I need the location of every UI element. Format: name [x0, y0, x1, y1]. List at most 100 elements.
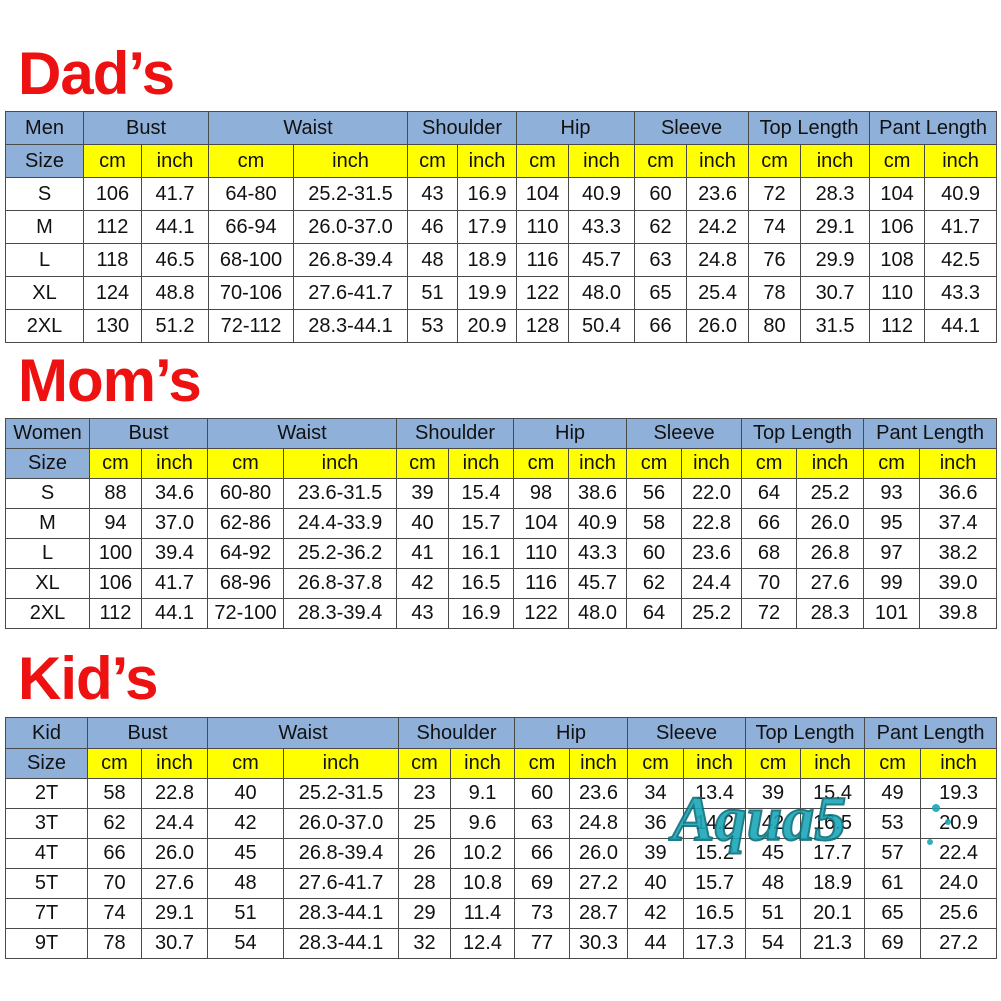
measurement-cell: 49: [864, 778, 922, 809]
measurement-cell: 24.8: [569, 808, 629, 839]
column-group-header: Waist: [206, 717, 400, 749]
measurement-cell: 101: [863, 598, 921, 629]
measurement-cell: 27.6-41.7: [282, 868, 400, 899]
measurement-cell: 116: [516, 243, 570, 277]
measurement-cell: 22.4: [920, 838, 998, 869]
measurement-cell: 118: [83, 243, 142, 277]
measurement-cell: 25.2-36.2: [282, 538, 398, 569]
measurement-cell: 37.0: [141, 508, 208, 539]
measurement-cell: 70-106: [208, 276, 294, 310]
dads-size-table: Men Bust Waist Shoulder Hip Sleeve Top Length P…: [5, 111, 998, 343]
unit-row: Size cm inch cm inch cm inch cm inch cm inch cm inch…: [5, 748, 998, 779]
measurement-cell: 42: [627, 898, 685, 929]
measurement-cell: 23: [398, 778, 452, 809]
measurement-cell: 65: [634, 276, 688, 310]
measurement-cell: 94: [89, 508, 142, 539]
unit-header-cm: cm: [398, 748, 452, 779]
table-row: 2T 58 22.8 40 25.2-31.5 23 9.1 60 23.6 34 13.4 39 15…: [5, 778, 998, 809]
measurement-cell: 97: [863, 538, 921, 569]
unit-header-cm: cm: [207, 448, 284, 479]
measurement-cell: 40.9: [924, 177, 998, 211]
measurement-cell: 64: [626, 598, 683, 629]
measurement-cell: 39.4: [141, 538, 208, 569]
unit-header-cm: cm: [516, 144, 570, 178]
column-group-header: Sleeve: [626, 418, 743, 449]
measurement-cell: 72: [741, 598, 798, 629]
measurement-cell: 28.3-39.4: [282, 598, 398, 629]
unit-header-cm: cm: [514, 748, 571, 779]
measurement-cell: 40: [207, 778, 284, 809]
size-label-top: Kid: [5, 717, 88, 749]
measurement-cell: 66: [741, 508, 798, 539]
unit-header-cm: cm: [513, 448, 570, 479]
measurement-cell: 25.2: [681, 598, 743, 629]
header-row: Kid Bust Waist Shoulder Hip Sleeve Top Length P…: [5, 717, 998, 749]
measurement-cell: 26.0: [141, 838, 208, 869]
measurement-cell: 43: [407, 177, 459, 211]
measurement-cell: 62: [87, 808, 142, 839]
measurement-cell: 15.7: [448, 508, 515, 539]
measurement-cell: 62: [634, 210, 688, 244]
measurement-cell: 68-96: [207, 568, 284, 599]
column-group-header: Sleeve: [627, 717, 747, 749]
measurement-cell: 15.4: [800, 778, 866, 809]
measurement-cell: 70: [87, 868, 142, 899]
column-group-header: Pant Length: [864, 717, 998, 749]
table-row: M 94 37.0 62-86 24.4-33.9 40 15.7 104 40.9 58 22.8…: [5, 508, 998, 539]
column-group-header: Sleeve: [634, 111, 750, 145]
measurement-cell: 29.9: [800, 243, 871, 277]
measurement-cell: 106: [89, 568, 142, 599]
measurement-cell: 31.5: [800, 309, 871, 343]
size-cell: XL: [5, 276, 84, 310]
measurement-cell: 32: [398, 928, 452, 959]
measurement-cell: 76: [748, 243, 802, 277]
table-row: 2XL 112 44.1 72-100 28.3-39.4 43 16.9 122 48.0 64…: [5, 598, 998, 629]
column-group-header: Bust: [83, 111, 209, 145]
measurement-cell: 16.5: [448, 568, 515, 599]
measurement-cell: 56: [626, 478, 683, 509]
unit-header-inch: inch: [683, 748, 747, 779]
measurement-cell: 16.9: [457, 177, 518, 211]
measurement-cell: 61: [864, 868, 922, 899]
measurement-cell: 93: [863, 478, 921, 509]
unit-header-cm: cm: [863, 448, 921, 479]
measurement-cell: 17.7: [800, 838, 866, 869]
measurement-cell: 78: [748, 276, 802, 310]
unit-header-inch: inch: [141, 144, 209, 178]
measurement-cell: 26.8-39.4: [282, 838, 400, 869]
measurement-cell: 28.3-44.1: [282, 928, 400, 959]
measurement-cell: 16.5: [800, 808, 866, 839]
measurement-cell: 78: [87, 928, 142, 959]
measurement-cell: 24.4-33.9: [282, 508, 398, 539]
measurement-cell: 48.0: [568, 598, 628, 629]
measurement-cell: 21.3: [800, 928, 866, 959]
measurement-cell: 20.9: [920, 808, 998, 839]
measurement-cell: 44: [627, 928, 685, 959]
measurement-cell: 58: [626, 508, 683, 539]
column-group-header: Top Length: [745, 717, 866, 749]
size-cell: M: [5, 508, 90, 539]
column-group-header: Hip: [513, 418, 628, 449]
measurement-cell: 38.2: [919, 538, 998, 569]
unit-header-cm: cm: [396, 448, 450, 479]
measurement-cell: 51: [207, 898, 284, 929]
measurement-cell: 24.0: [920, 868, 998, 899]
measurement-cell: 39: [745, 778, 802, 809]
measurement-cell: 15.4: [448, 478, 515, 509]
unit-header-inch: inch: [568, 448, 628, 479]
measurement-cell: 46: [407, 210, 459, 244]
size-cell: 7T: [5, 898, 88, 929]
measurement-cell: 36.6: [919, 478, 998, 509]
column-group-header: Shoulder: [407, 111, 518, 145]
measurement-cell: 64-92: [207, 538, 284, 569]
measurement-cell: 30.7: [141, 928, 208, 959]
measurement-cell: 15.7: [683, 868, 747, 899]
measurement-cell: 45: [207, 838, 284, 869]
size-label-bottom: Size: [5, 448, 90, 479]
measurement-cell: 68: [741, 538, 798, 569]
measurement-cell: 25.2-31.5: [282, 778, 400, 809]
unit-header-cm: cm: [748, 144, 802, 178]
measurement-cell: 73: [514, 898, 571, 929]
measurement-cell: 66: [514, 838, 571, 869]
measurement-cell: 9.1: [450, 778, 516, 809]
